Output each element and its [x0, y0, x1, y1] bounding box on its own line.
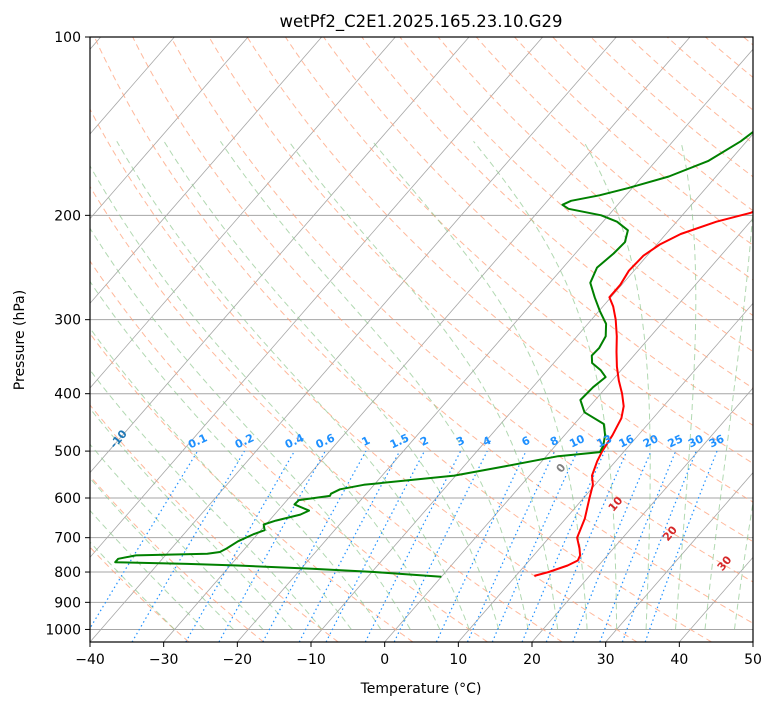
- x-tick-label: 20: [523, 652, 541, 668]
- dry-adiabat-line: [170, 37, 753, 583]
- dry-adiabat-line: [90, 475, 264, 642]
- y-tick-label: 300: [54, 313, 81, 329]
- isotherm-line: [458, 302, 753, 642]
- moist-adiabat-line: [219, 141, 529, 630]
- mixing-ratio-line: [262, 450, 367, 642]
- moist-adiabat-line: [116, 141, 470, 630]
- moist-adiabat-line: [90, 477, 234, 630]
- moist-adiabat-line: [90, 407, 293, 630]
- moist-adiabat-line: [372, 140, 588, 630]
- dry-adiabat-line: [90, 108, 638, 642]
- dry-adiabat-line: [437, 37, 753, 317]
- mixing-ratio-line: [393, 450, 488, 642]
- y-tick-label: 500: [54, 444, 81, 460]
- isotherm-line: [163, 37, 691, 642]
- y-axis-title: Pressure (hPa): [12, 290, 28, 390]
- x-tick-label: 10: [449, 652, 467, 668]
- plot-frame: [89, 36, 754, 643]
- moist-adiabat-line: [704, 202, 753, 630]
- dry-adiabat-line: [132, 37, 753, 624]
- mixing-ratio-label: 13: [595, 432, 614, 450]
- mixing-ratio-line: [298, 450, 401, 642]
- x-tick-label: −30: [149, 652, 179, 668]
- y-tick-label: 900: [54, 595, 81, 611]
- moist-adiabat-line: [473, 140, 618, 630]
- x-tick-label: 0: [380, 652, 389, 668]
- moist-adiabat-line: [90, 369, 323, 630]
- x-tick-label: 40: [670, 652, 688, 668]
- isotherm-line: [90, 37, 470, 474]
- dry-adiabat-line: [90, 546, 190, 642]
- mixing-ratio-label: 20: [641, 432, 661, 450]
- mixing-ratio-line: [435, 450, 527, 642]
- y-tick-label: 400: [54, 387, 81, 403]
- dry-adiabat-line: [94, 37, 712, 642]
- mixing-ratio-line: [90, 450, 199, 630]
- x-tick-label: −20: [223, 652, 253, 668]
- isotherm-line: [237, 48, 753, 642]
- y-tick-label: 600: [54, 491, 81, 507]
- y-tick-label: 200: [54, 208, 81, 224]
- mixing-ratio-label: 16: [617, 432, 637, 450]
- y-tick-label: 700: [54, 531, 81, 547]
- mixing-ratio-label: 25: [666, 432, 685, 450]
- isotherm-line: [384, 218, 753, 642]
- moist-adiabat-line: [90, 443, 264, 630]
- mixing-ratio-line: [621, 450, 697, 642]
- isotherm-line: [90, 37, 543, 558]
- dry-adiabat-line: [90, 260, 488, 642]
- y-tick-label: 1000: [45, 622, 81, 638]
- dry-adiabat-line: [246, 37, 753, 503]
- x-tick-label: 30: [597, 652, 615, 668]
- moist-adiabat-line: [675, 141, 697, 630]
- mixing-ratio-label: 36: [707, 432, 727, 450]
- plot-area: -100-90-80-70-60-50-40-30-20-100.10.20.4…: [90, 37, 753, 642]
- y-tick-label: 800: [54, 565, 81, 581]
- mixing-ratio-line: [466, 450, 556, 642]
- dewpoint-trace: [114, 130, 753, 578]
- dry-adiabat-line: [208, 37, 753, 543]
- x-tick-label: −10: [296, 652, 326, 668]
- isotherm-line: [531, 387, 753, 642]
- x-tick-label: −40: [75, 652, 105, 668]
- moist-adiabat-line: [288, 141, 559, 630]
- moist-adiabat-line: [583, 141, 651, 630]
- moist-adiabat-line: [90, 280, 382, 630]
- moist-adiabat-line: [90, 509, 205, 630]
- x-tick-label: 50: [744, 652, 762, 668]
- isotherm-line: [605, 472, 753, 642]
- moist-adiabat-line: [90, 327, 352, 630]
- y-tick-label: 100: [54, 30, 81, 46]
- moist-adiabat-line: [90, 541, 175, 630]
- moist-adiabat-line: [90, 164, 441, 630]
- isotherm-line: [90, 37, 249, 220]
- temperature-trace: [534, 210, 753, 577]
- dry-adiabat-line: [90, 404, 339, 642]
- chart-title: wetPf2_C2E1.2025.165.23.10.G29: [279, 12, 562, 32]
- mixing-ratio-line: [599, 450, 677, 642]
- moist-adiabat-line: [90, 227, 411, 630]
- axes: −40 −30 −20 −10 0 10 20 30 40 50 100 200 300 400 500 60…: [45, 30, 762, 668]
- moist-adiabat-line: [163, 141, 500, 630]
- x-axis-title: Temperature (°C): [360, 681, 482, 697]
- mixing-ratio-label: 30: [686, 432, 706, 450]
- mixing-ratio-label: 10: [567, 432, 587, 450]
